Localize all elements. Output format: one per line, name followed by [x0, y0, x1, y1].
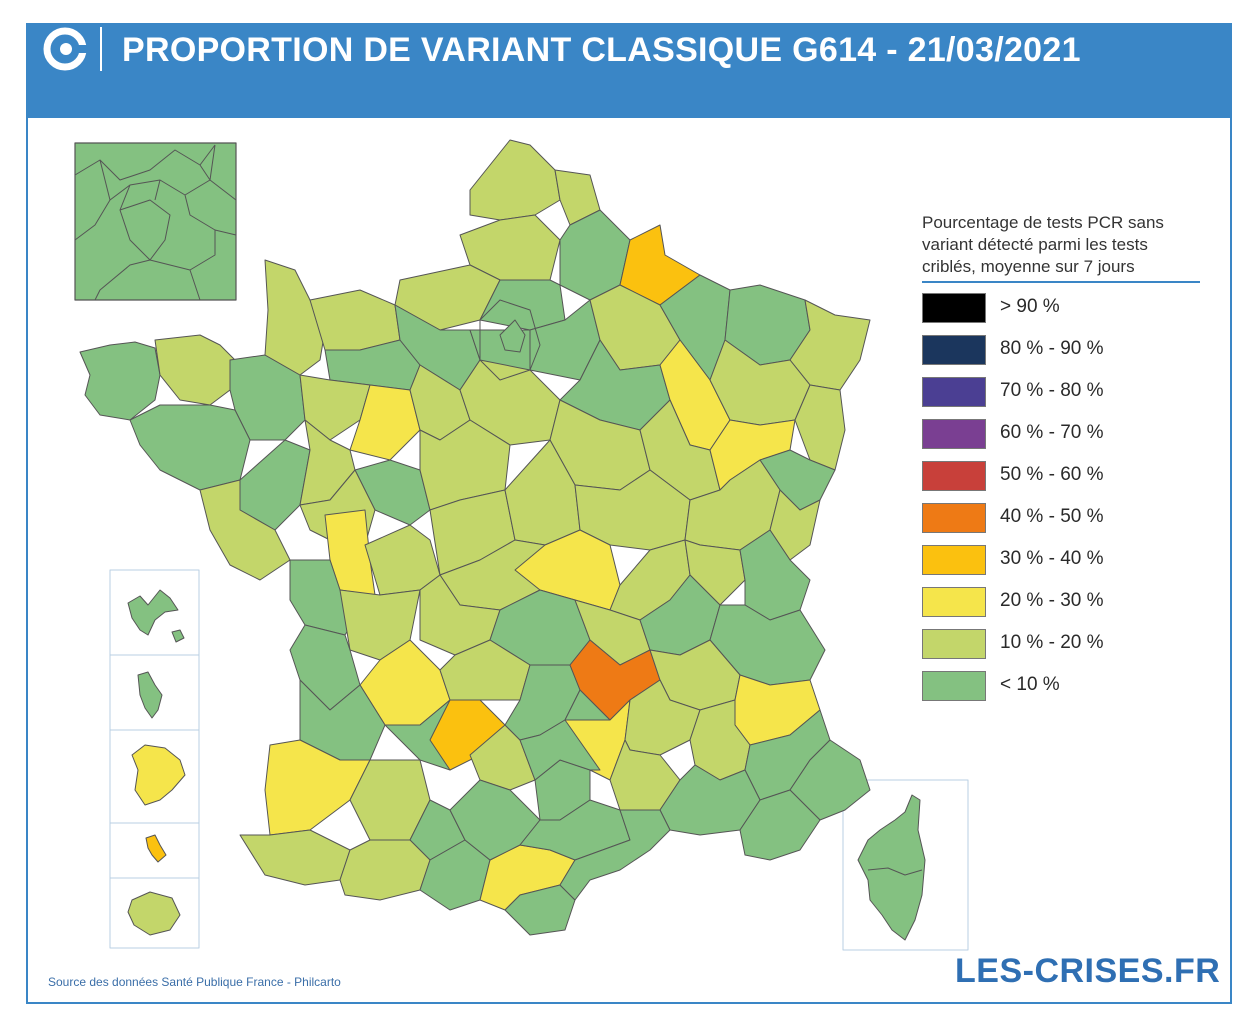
legend-swatch [922, 629, 986, 659]
legend-label: 70 % - 80 % [1000, 380, 1104, 401]
header-bar [26, 23, 1232, 118]
overseas-insets [109, 569, 200, 949]
legend-label: 40 % - 50 % [1000, 506, 1104, 527]
legend-swatch [922, 377, 986, 407]
legend-swatch [922, 545, 986, 575]
paris-inset [74, 142, 237, 301]
legend-label: < 10 % [1000, 674, 1060, 695]
corsica-inset [842, 779, 969, 951]
legend-label: 50 % - 60 % [1000, 464, 1104, 485]
page-title: PROPORTION DE VARIANT CLASSIQUE G614 - 2… [122, 31, 1081, 69]
legend-swatch [922, 503, 986, 533]
legend-title: Pourcentage de tests PCR sans variant dé… [922, 213, 1164, 276]
legend-label: 60 % - 70 % [1000, 422, 1104, 443]
brand-logo: LES-CRISES.FR [955, 952, 1221, 990]
legend-label: 10 % - 20 % [1000, 632, 1104, 653]
legend-label: > 90 % [1000, 296, 1060, 317]
legend-label: 80 % - 90 % [1000, 338, 1104, 359]
legend-label: 30 % - 40 % [1000, 548, 1104, 569]
source-note: Source des données Santé Publique France… [48, 975, 341, 989]
legend-divider [922, 281, 1200, 283]
les-crises-logo-icon [43, 27, 88, 71]
legend-swatch [922, 419, 986, 449]
legend-label: 20 % - 30 % [1000, 590, 1104, 611]
mainland-departments [79, 139, 871, 936]
legend-swatch [922, 587, 986, 617]
logo-separator [100, 27, 102, 71]
legend-swatch [922, 671, 986, 701]
legend-swatch [922, 335, 986, 365]
legend-swatch [922, 461, 986, 491]
legend-swatch [922, 293, 986, 323]
